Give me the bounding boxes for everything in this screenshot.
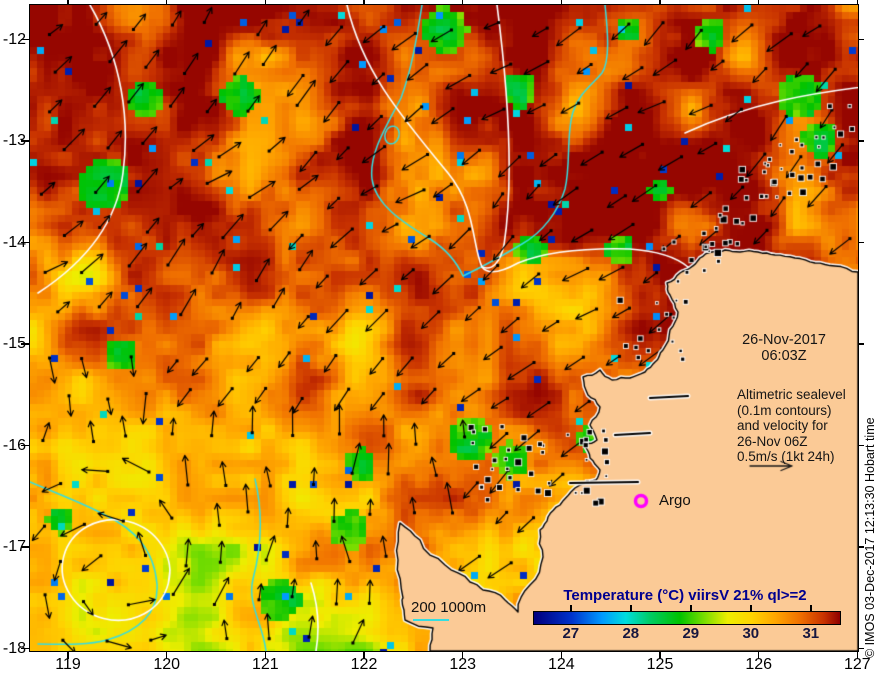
argo-float-label: Argo	[659, 492, 691, 509]
y-axis-right-tick	[858, 241, 864, 244]
colorbar-tick	[690, 605, 692, 611]
datetime-annotation: 26-Nov-2017 06:03Z	[722, 332, 846, 364]
x-axis-tick-label: 127	[843, 656, 871, 673]
y-axis-tick-label: -18	[2, 639, 26, 657]
x-axis-tick	[856, 652, 859, 659]
x-axis-tick	[67, 652, 69, 659]
x-axis-tick-label: 126	[745, 656, 773, 673]
x-axis-tick	[363, 652, 365, 659]
colorbar-tick	[630, 605, 632, 611]
datetime-date: 26-Nov-2017	[742, 332, 826, 348]
colorbar-title: Temperature (°C) viirsV 21% ql>=2	[563, 587, 807, 604]
x-axis-top-tick	[461, 0, 464, 4]
x-axis-top-tick	[560, 0, 563, 4]
x-axis-tick-label: 121	[251, 656, 279, 673]
colorbar-tick-label: 27	[562, 625, 580, 642]
x-axis-tick	[165, 652, 168, 659]
x-axis-top-tick	[67, 0, 69, 4]
sst-map-canvas	[30, 5, 858, 651]
x-axis-top-tick	[165, 0, 168, 4]
y-axis-tick	[21, 38, 29, 41]
y-axis-tick-label: -16	[2, 436, 26, 454]
y-axis-tick-label: -15	[2, 335, 26, 352]
y-axis-tick-label: -17	[2, 538, 26, 555]
x-axis-tick-label: 123	[449, 656, 477, 673]
colorbar-tick	[810, 605, 812, 611]
altimetric-line-4: 26-Nov 06Z	[737, 433, 808, 449]
copyright-vertical-text: © IMOS 03-Dec-2017 12:13:30 Hobart time	[863, 417, 877, 658]
y-axis-tick	[21, 546, 29, 548]
x-axis-tick	[461, 652, 464, 659]
colorbar-tick-label: 28	[622, 625, 640, 642]
x-axis-tick-label: 125	[646, 656, 674, 673]
map-plot-frame	[29, 4, 859, 652]
x-axis-tick	[659, 652, 661, 659]
colorbar-tick-label: 31	[802, 625, 820, 642]
y-axis-right-tick	[858, 546, 864, 548]
y-axis-tick	[21, 444, 29, 447]
y-axis-tick	[21, 343, 29, 345]
x-axis-top-tick	[363, 0, 365, 4]
y-axis-tick	[21, 647, 29, 650]
colorbar-tick	[570, 605, 572, 611]
altimetric-line-5: 0.5m/s (1kt 24h)	[737, 449, 835, 465]
y-axis-tick-label: -12	[2, 30, 26, 48]
y-axis-tick	[21, 241, 29, 244]
y-axis-tick-label: -13	[2, 132, 26, 149]
altimetric-line-2: (0.1m contours)	[737, 402, 832, 418]
x-axis-tick-label: 120	[153, 656, 181, 673]
y-axis-right-tick	[858, 140, 864, 142]
datetime-time: 06:03Z	[761, 347, 807, 364]
x-axis-tick	[264, 652, 267, 659]
colorbar-gradient-bar	[533, 611, 841, 625]
x-axis-tick-label: 119	[55, 656, 81, 673]
x-axis-top-tick	[757, 0, 760, 4]
x-axis-tick	[757, 652, 760, 659]
altimetric-annotation: Altimetric sealevel (0.1m contours) and …	[737, 387, 880, 465]
depth-contour-legend-line	[413, 619, 449, 621]
colorbar-tick	[750, 605, 752, 611]
x-axis-top-tick	[856, 0, 859, 4]
x-axis-tick-label: 122	[350, 656, 378, 673]
x-axis-tick	[560, 652, 563, 659]
y-axis-right-tick	[858, 647, 864, 650]
depth-contour-legend-label: 200 1000m	[411, 599, 487, 616]
x-axis-tick-label: 124	[547, 656, 575, 673]
y-axis-right-tick	[858, 343, 864, 345]
x-axis-top-tick	[659, 0, 661, 4]
altimetric-line-1: Altimetric sealevel	[737, 387, 846, 402]
colorbar-tick-label: 30	[742, 625, 760, 642]
y-axis-right-tick	[858, 444, 864, 447]
y-axis-tick-label: -14	[2, 233, 26, 251]
y-axis-tick	[21, 140, 29, 142]
x-axis-top-tick	[264, 0, 267, 4]
colorbar-tick-label: 29	[682, 625, 700, 642]
altimetric-line-3: and velocity for	[737, 418, 828, 434]
y-axis-right-tick	[858, 38, 864, 41]
